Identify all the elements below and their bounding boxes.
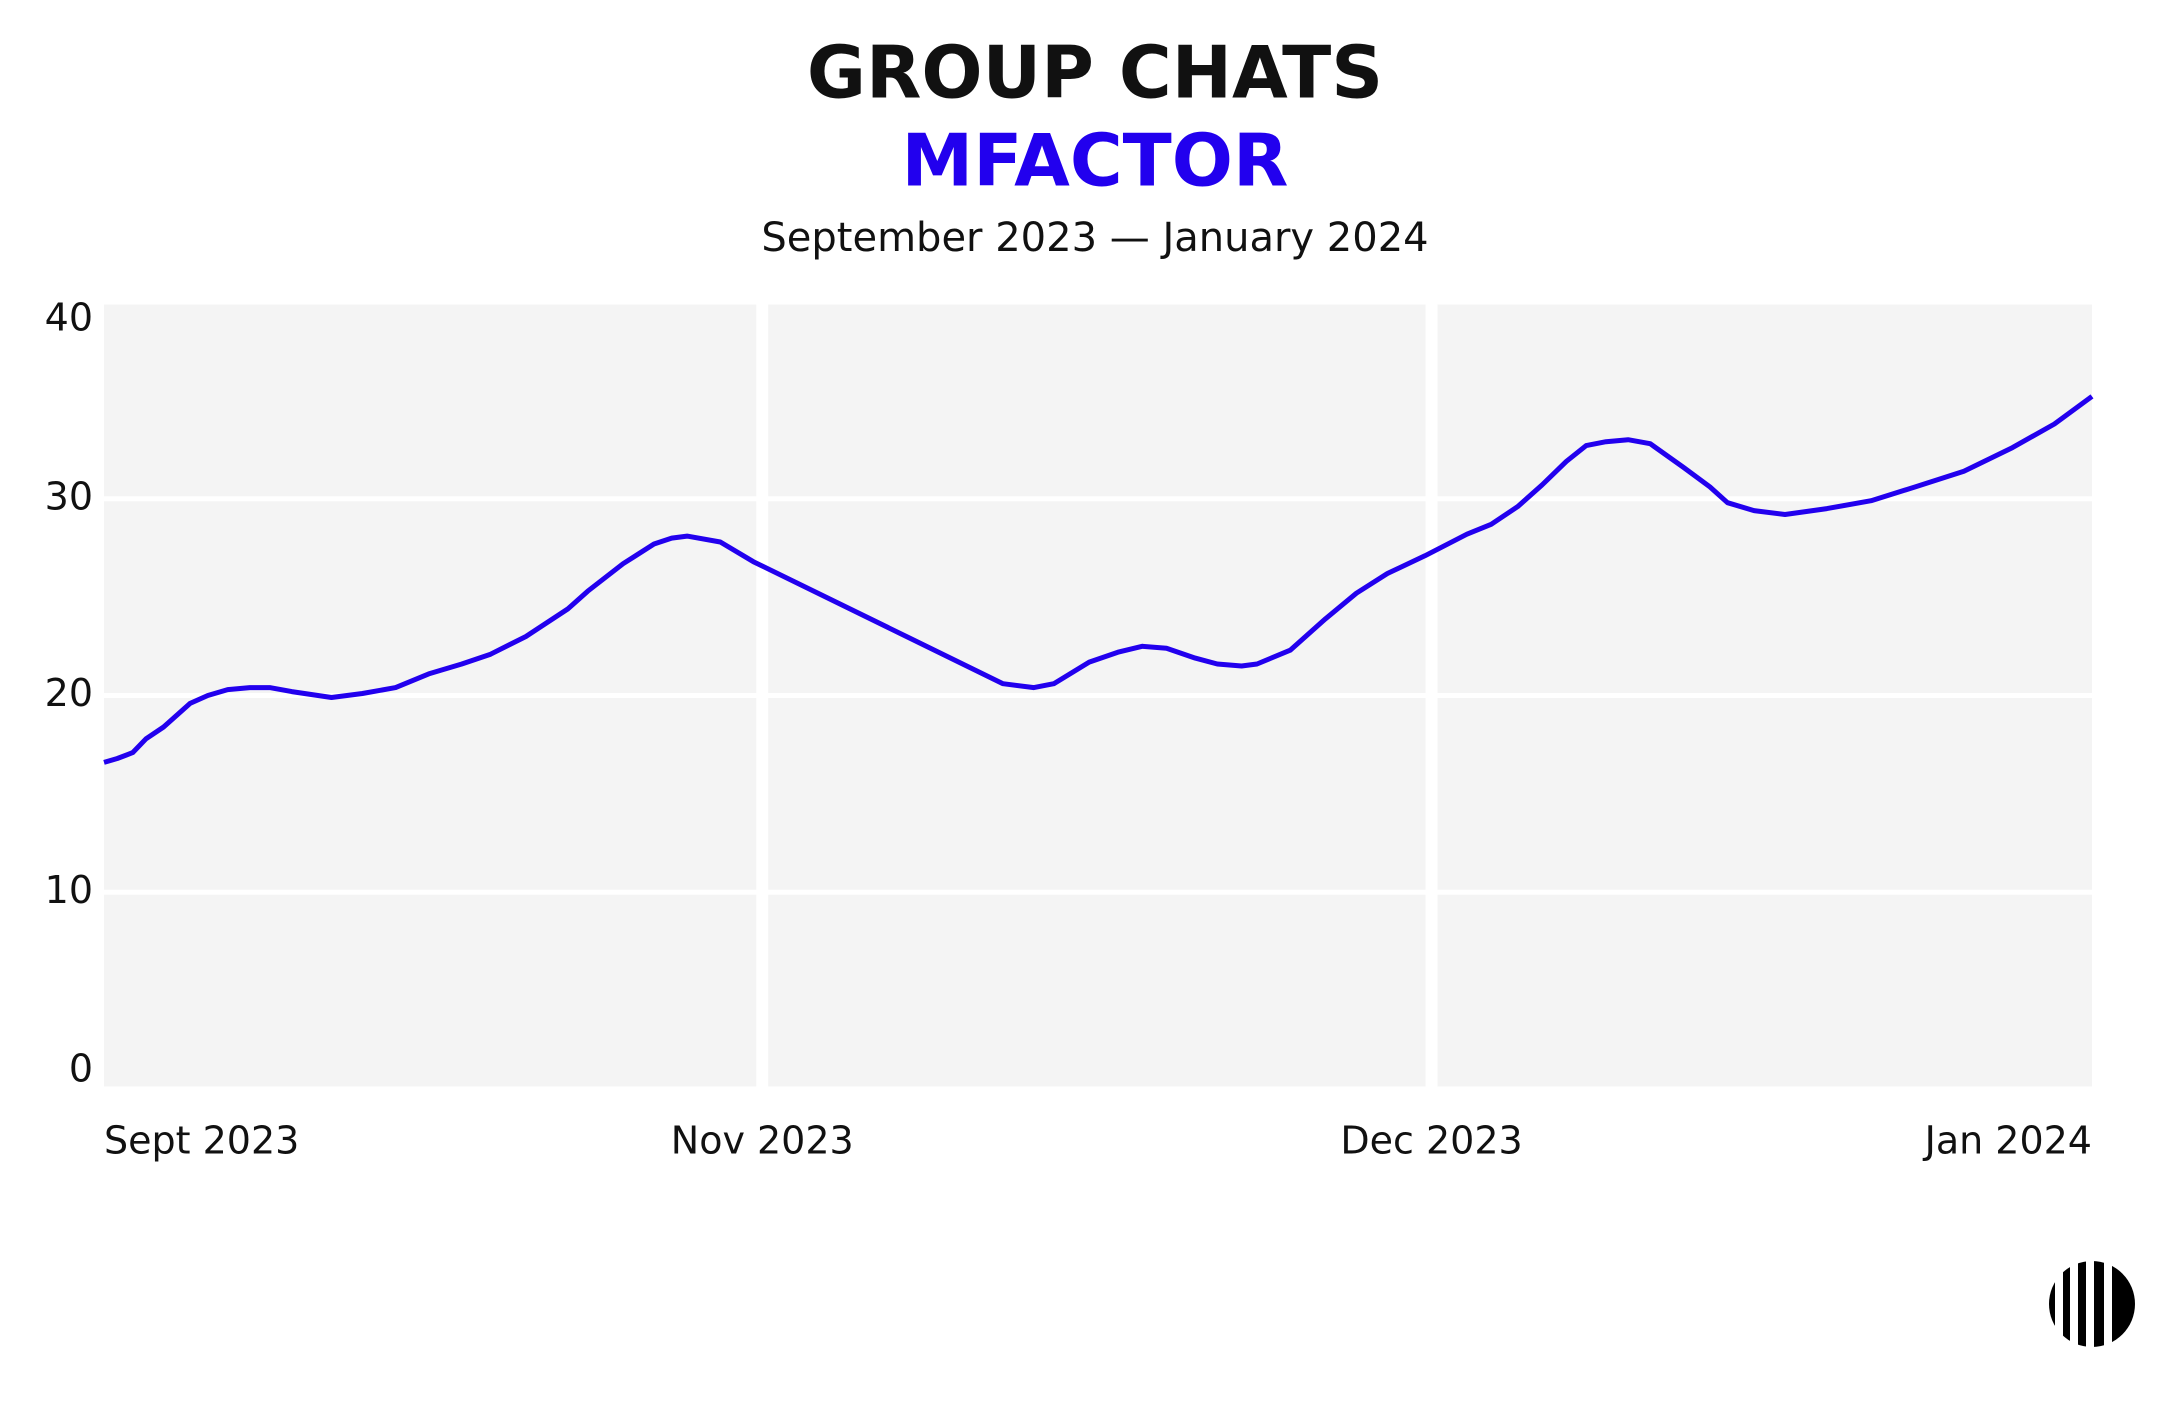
chart-title: GROUP CHATS <box>807 31 1383 115</box>
logo <box>2049 1261 2135 1347</box>
y-tick-label: 40 <box>45 296 93 340</box>
line-series <box>103 394 2094 765</box>
x-tick-label: Dec 2023 <box>1340 1119 1522 1163</box>
x-tick-label: Nov 2023 <box>671 1119 854 1163</box>
chart-caption: September 2023 — January 2024 <box>761 215 1428 261</box>
chart-subtitle: MFACTOR <box>902 119 1289 203</box>
y-tick-label: 30 <box>45 474 93 518</box>
x-tick-label: Sept 2023 <box>104 1119 299 1163</box>
y-tick-label: 20 <box>45 671 93 715</box>
x-tick-label: Jan 2024 <box>1923 1119 2092 1163</box>
y-tick-label: 0 <box>69 1047 93 1091</box>
y-tick-label: 10 <box>45 868 93 912</box>
